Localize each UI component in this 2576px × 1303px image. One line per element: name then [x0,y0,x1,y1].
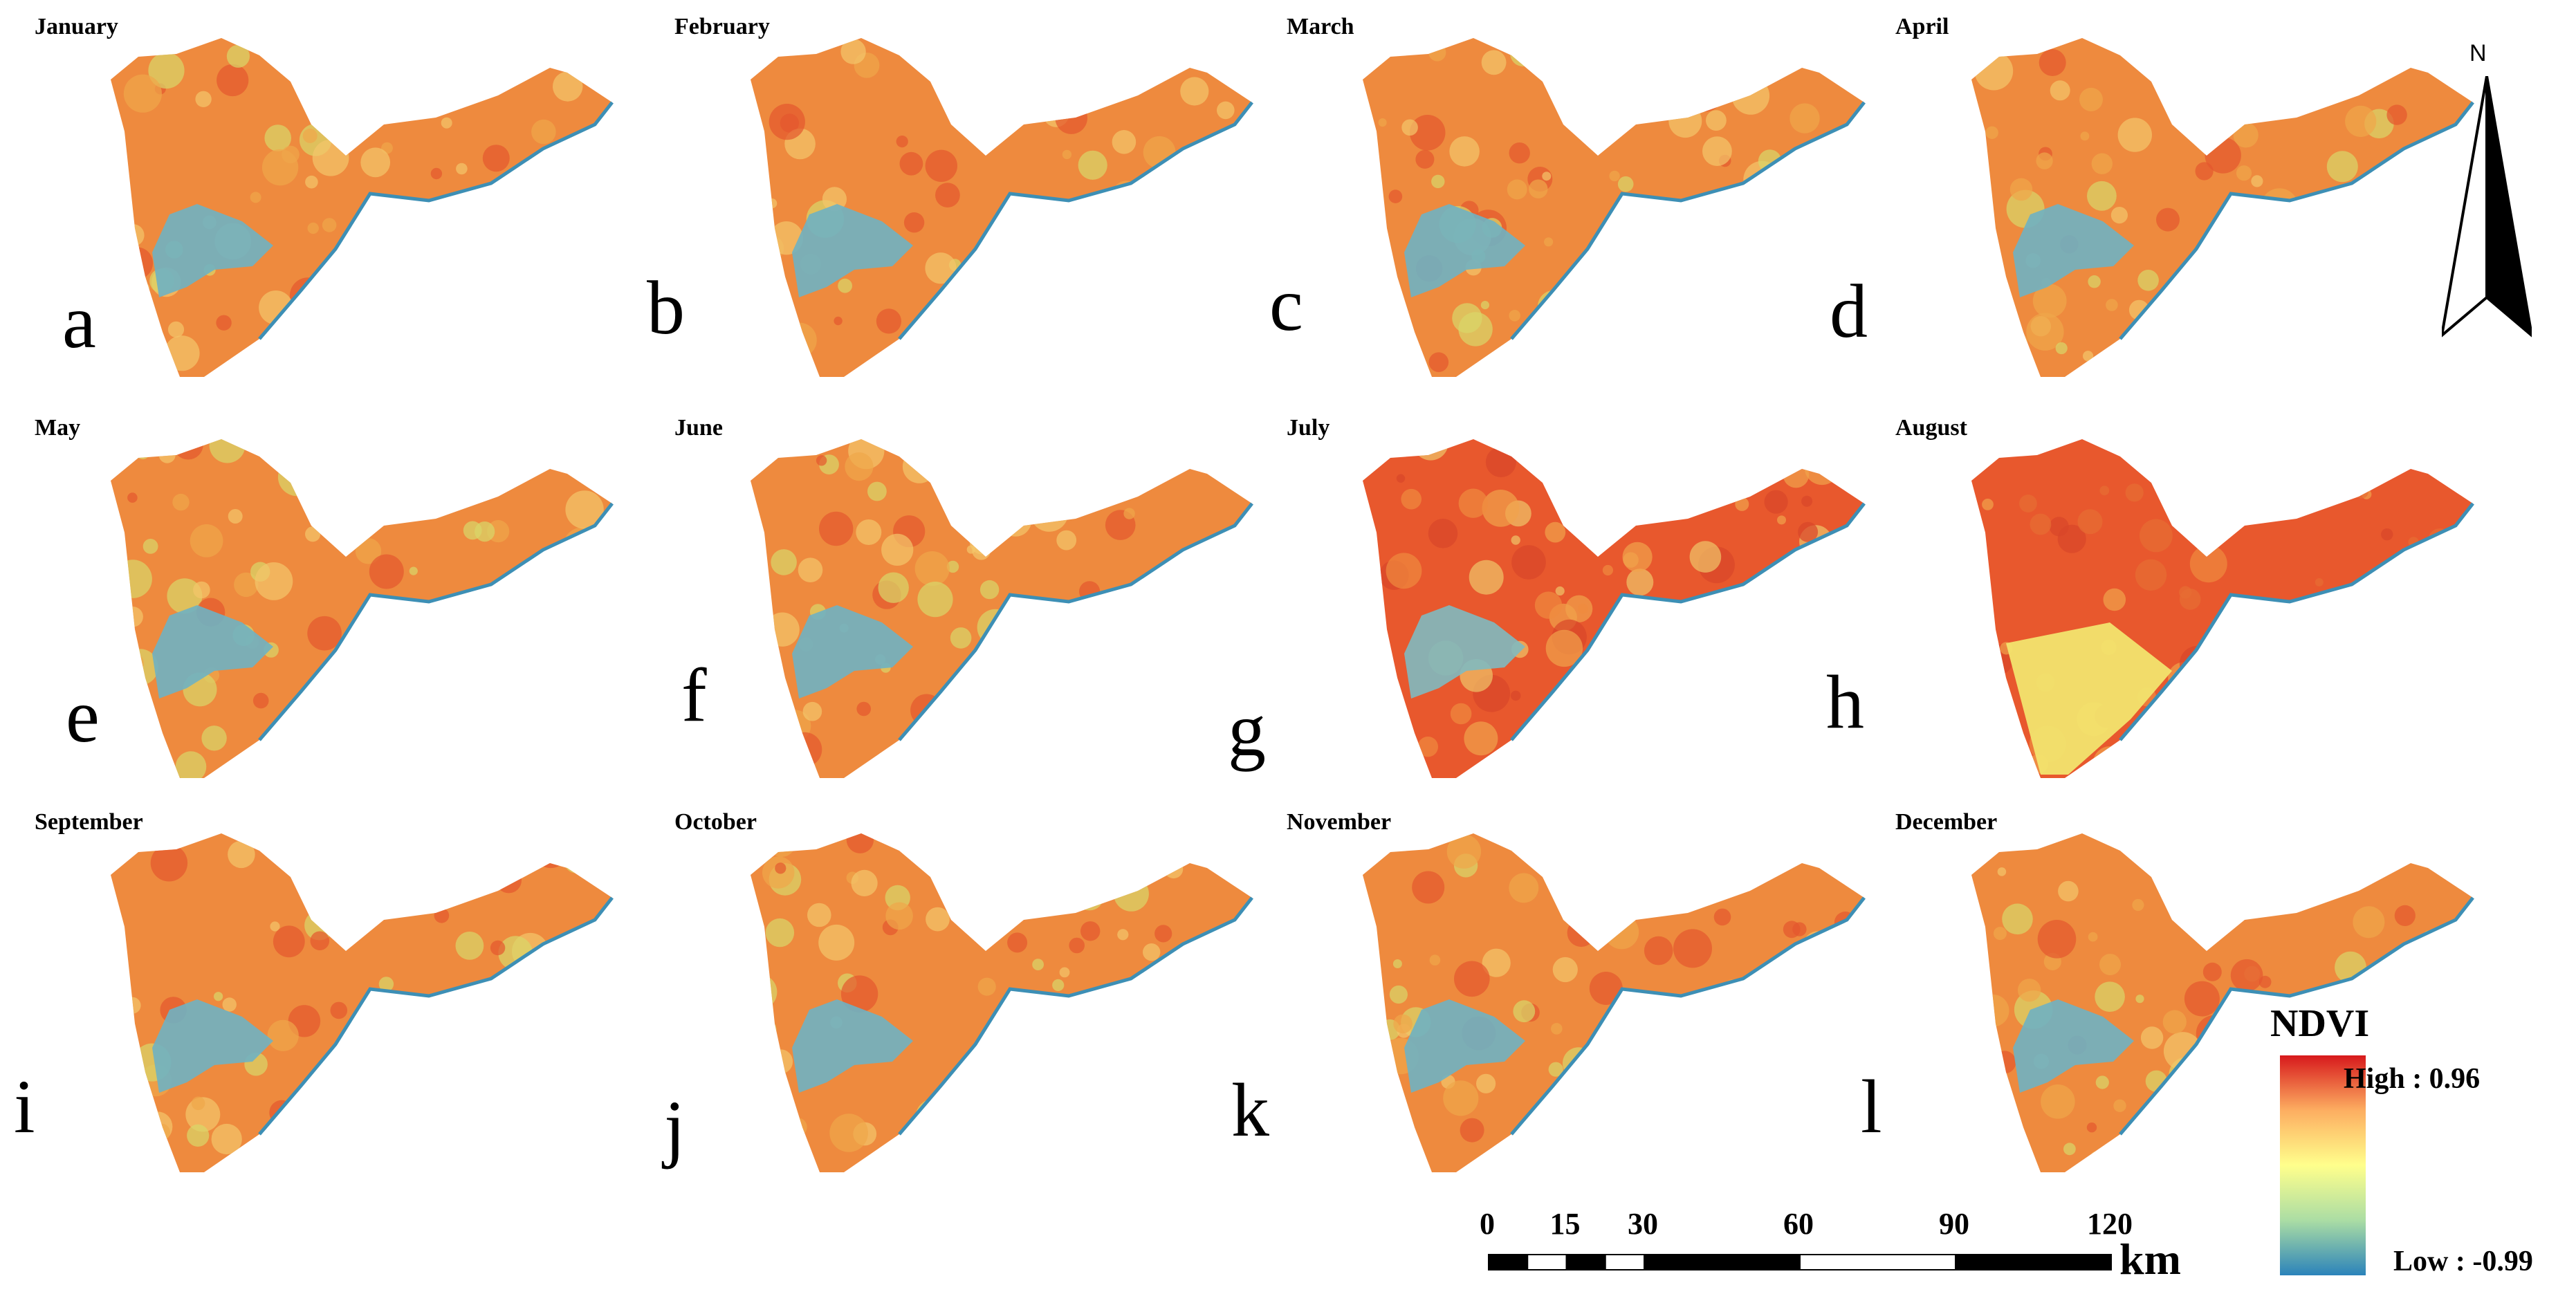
panel-letter: k [1231,1068,1269,1152]
map-panel: November [1273,809,1895,1196]
panel-letter: i [14,1064,35,1149]
ndvi-map-shape [1971,833,2474,1172]
panel-month-title: April [1895,14,1949,39]
panel-letter: f [681,653,707,737]
panel-month-title: June [674,415,723,441]
ndvi-map-shape [751,833,1253,1172]
scale-bar [1488,1254,2112,1270]
legend-low-label: Low : -0.99 [2393,1246,2533,1277]
scale-bar-segment [1604,1254,1645,1270]
scale-bar-tick-label: 120 [2087,1207,2133,1241]
panel-month-title: January [35,14,118,39]
ndvi-map-shape [751,439,1253,778]
ndvi-map-shape [1971,439,2474,778]
ndvi-map-shape [751,38,1253,377]
panel-month-title: July [1287,415,1330,441]
panel-letter: b [647,266,685,350]
ndvi-map-shape [1363,38,1866,377]
panel-letter: h [1826,660,1864,744]
map-panel: August [1882,415,2504,802]
map-panel: December [1882,809,2504,1196]
panel-month-title: October [674,809,757,835]
scale-bar-segment [1488,1254,1529,1270]
north-arrow-icon [2442,76,2532,338]
ndvi-map-shape [1971,38,2474,377]
panel-month-title: March [1287,14,1354,39]
map-panel: May [21,415,643,802]
map-panel: June [661,415,1283,802]
ndvi-map-shape [111,833,614,1172]
map-panel: January [21,14,643,401]
map-panel: July [1273,415,1895,802]
scale-bar-tick-label: 0 [1480,1207,1495,1241]
panel-letter: j [664,1085,686,1170]
panel-letter: e [66,674,100,758]
panel-month-title: February [674,14,770,39]
panel-month-title: May [35,415,81,441]
ndvi-map-shape [1363,833,1866,1172]
legend-high-label: High : 0.96 [2344,1063,2481,1095]
ndvi-map-shape [111,38,614,377]
legend-title: NDVI [2270,1002,2370,1045]
panel-letter: g [1228,687,1266,772]
panel-letter: c [1269,262,1303,346]
scale-bar-segment [1799,1254,1956,1270]
ndvi-map-shape [111,439,614,778]
panel-month-title: December [1895,809,1998,835]
scale-bar-segment [1644,1254,1801,1270]
scale-bar-unit: km [2119,1235,2181,1284]
ndvi-map-shape [1363,439,1866,778]
north-arrow-label: N [2469,40,2487,66]
map-panel: March [1273,14,1895,401]
map-panel: September [21,809,643,1196]
panel-letter: l [1861,1064,1882,1149]
panel-month-title: August [1895,415,1967,441]
scale-bar-tick-label: 15 [1549,1207,1581,1241]
panel-month-title: September [35,809,143,835]
map-panel: October [661,809,1283,1196]
panel-month-title: November [1287,809,1392,835]
legend-color-ramp [2280,1055,2366,1275]
map-panel: April [1882,14,2504,401]
scale-bar-tick-label: 60 [1783,1207,1814,1241]
panel-letter: d [1830,269,1868,353]
scale-bar-tick-label: 90 [1939,1207,1969,1241]
scale-bar-segment [1527,1254,1567,1270]
scale-bar-segment [1565,1254,1606,1270]
scale-bar-tick-label: 30 [1628,1207,1658,1241]
map-panel: February [661,14,1283,401]
panel-letter: a [62,279,96,364]
scale-bar-segment [1955,1254,2112,1270]
